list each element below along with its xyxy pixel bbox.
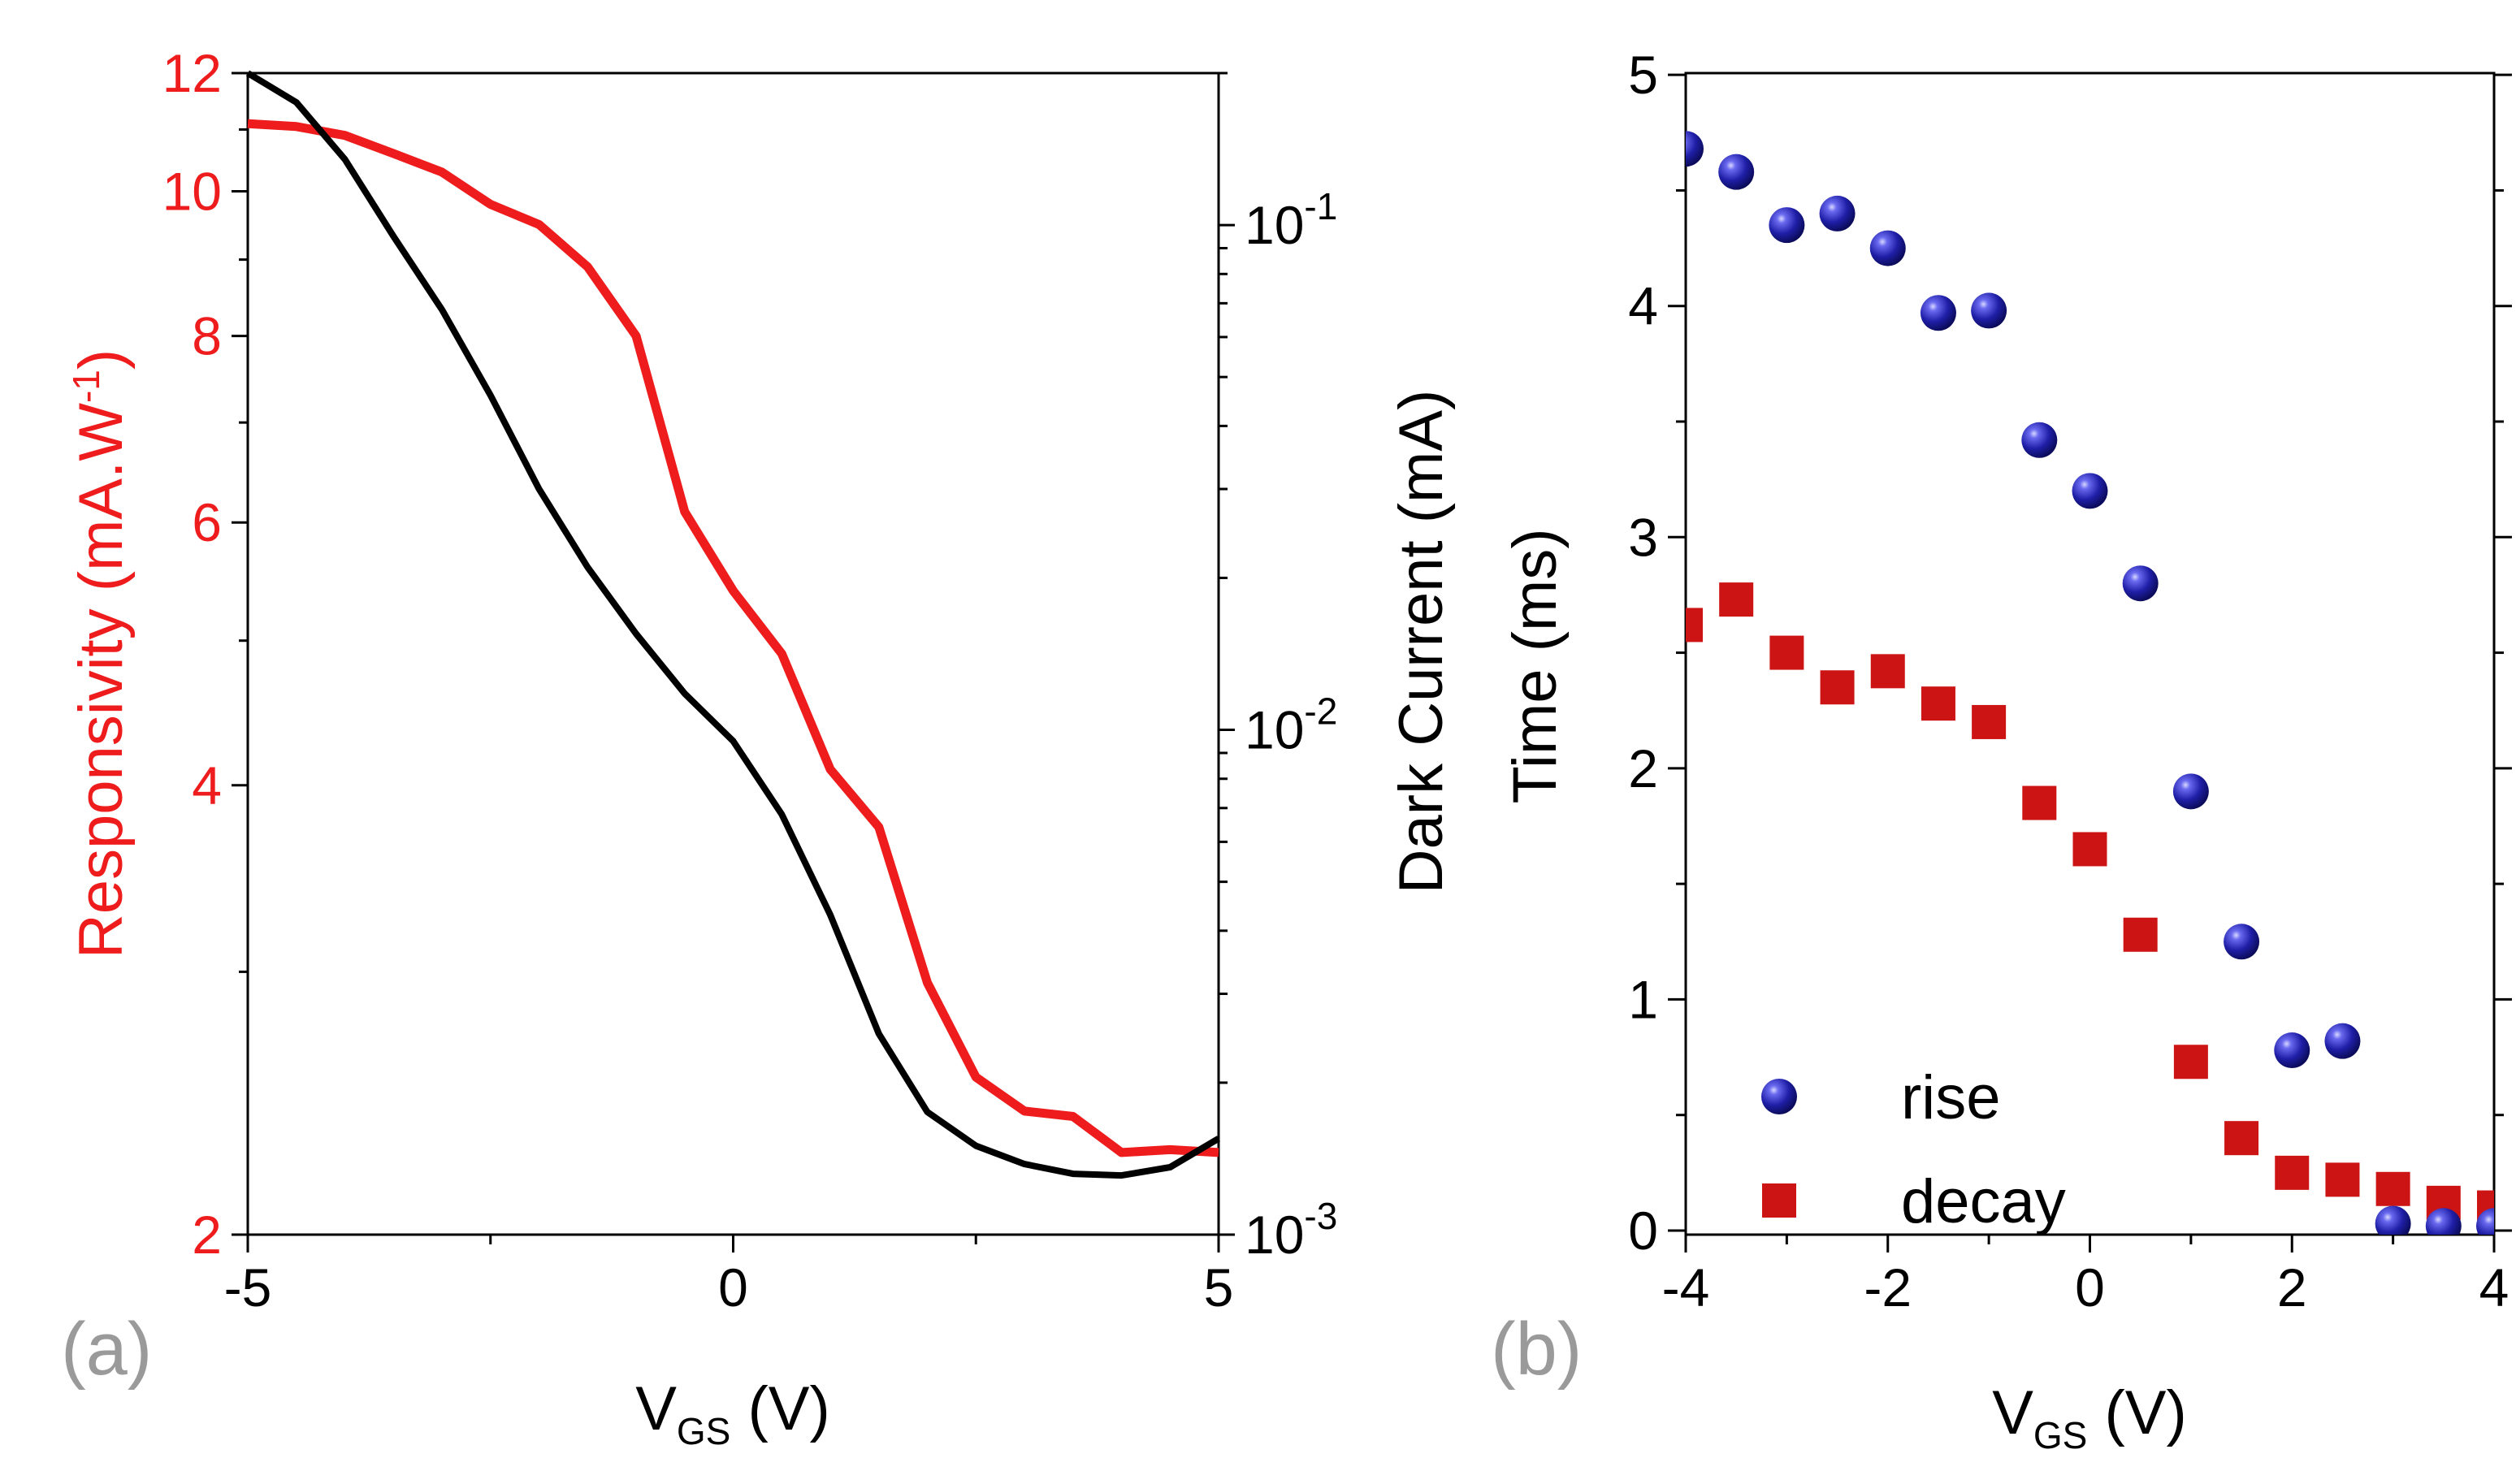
panel-a-x-axis-title: VGS (V) — [635, 1374, 830, 1452]
panel-b-y-axis-title: Time (ms) — [1501, 528, 1570, 803]
panel-b-label: (b) — [1491, 1308, 1582, 1391]
rise-point — [2072, 473, 2108, 509]
rise-point — [2375, 1205, 2411, 1235]
panel-a-x-tick-label: -5 — [224, 1257, 272, 1317]
rise-point — [2274, 1032, 2310, 1069]
rise-point — [1718, 154, 1755, 190]
panel-a-left-y-tick-label: 10 — [162, 162, 222, 222]
panel-b: -4 -2 0 2 4 0 1 2 3 4 5 rise decay VGS (V) Time (m… — [1491, 45, 2512, 1456]
panel-b-x-tick-label: 4 — [2479, 1257, 2510, 1317]
panel-b-y-tick-label: 0 — [1628, 1201, 1658, 1261]
panel-b-y-tick-label: 5 — [1628, 45, 1658, 105]
rise-point — [2324, 1023, 2361, 1059]
rise-point — [1920, 295, 1956, 331]
panel-b-x-tick-label: 2 — [2277, 1257, 2307, 1317]
panel-a-label: (a) — [61, 1308, 152, 1391]
legend-rise-label: rise — [1901, 1063, 2000, 1132]
panel-a-frame — [246, 71, 1220, 1236]
rise-point — [2122, 565, 2159, 602]
panel-a-x-tick-label: 5 — [1204, 1257, 1234, 1317]
rise-point — [2172, 773, 2209, 810]
decay-point — [1972, 704, 2007, 739]
panel-a-right-y-axis-title: Dark Current (mA) — [1387, 390, 1456, 894]
legend-rise-marker — [1761, 1079, 1797, 1114]
legend-rise-symbol — [1761, 1079, 1797, 1114]
decay-point — [1719, 582, 1754, 617]
rise-point — [1819, 195, 1856, 231]
panel-a-left-y-tick-label: 2 — [192, 1205, 222, 1265]
panel-a-right-y-tick-label: 10-2 — [1245, 690, 1337, 760]
panel-b-y-tick-label: 2 — [1628, 738, 1658, 798]
panel-b-y-tick-label: 3 — [1628, 507, 1658, 567]
decay-point — [1820, 670, 1855, 705]
panel-b-y-tick-label: 4 — [1628, 276, 1658, 336]
legend-decay-label: decay — [1901, 1167, 2066, 1236]
panel-a-left-y-axis-title: Responsivity (mA.W-1) — [65, 349, 136, 958]
decay-point — [2173, 1045, 2208, 1079]
panel-a-left-y-tick-label: 12 — [162, 43, 222, 103]
rise-point — [2021, 422, 2058, 458]
panel-a-tick-labels: -5 0 5 2 4 6 8 10 12 10-3 10-2 10-1 — [162, 43, 1338, 1317]
responsivity-line — [247, 119, 1219, 1157]
panel-a-left-y-tick-label: 4 — [192, 755, 222, 816]
panel-b-ticks — [1668, 73, 2512, 1253]
decay-point — [2224, 1121, 2259, 1156]
rise-point — [1686, 131, 1704, 167]
panel-a-right-y-tick-label: 10-1 — [1245, 185, 1337, 255]
rise-point — [2425, 1208, 2462, 1235]
decay-point — [2275, 1155, 2310, 1190]
decay-point — [1870, 654, 1905, 689]
rise-point — [2476, 1208, 2494, 1235]
legend-decay-symbol — [1762, 1183, 1796, 1218]
panel-b-y-tick-label: 1 — [1628, 969, 1658, 1029]
panel-b-series — [1686, 131, 2494, 1235]
rise-point — [2224, 924, 2260, 960]
decay-point — [1921, 686, 1955, 721]
decay-point — [2375, 1171, 2410, 1206]
rise-point — [1971, 292, 2007, 329]
panel-b-frame — [1684, 71, 2496, 1236]
panel-a-ticks — [232, 71, 1235, 1253]
panel-a-series — [245, 70, 1221, 1179]
panel-b-x-tick-label: -2 — [1864, 1257, 1912, 1317]
rise-point — [1869, 230, 1906, 266]
legend-decay-marker — [1762, 1183, 1796, 1218]
decay-point — [2072, 832, 2107, 867]
panel-a-left-y-tick-label: 6 — [192, 492, 222, 552]
decay-point — [2022, 785, 2057, 820]
decay-point — [2123, 917, 2158, 952]
dark-current-line — [245, 70, 1221, 1179]
panel-a: -5 0 5 2 4 6 8 10 12 10-3 10-2 10-1 VGS (V) Respons… — [61, 43, 1456, 1452]
panel-b-legend: rise decay — [1761, 1063, 2066, 1236]
decay-point — [2325, 1162, 2360, 1197]
decay-point — [1769, 635, 1804, 670]
panel-b-x-tick-label: 0 — [2075, 1257, 2105, 1317]
panel-b-x-axis-title: VGS (V) — [1992, 1378, 2187, 1456]
panel-a-x-tick-label: 0 — [718, 1257, 748, 1317]
panel-a-right-y-tick-label: 10-3 — [1245, 1195, 1337, 1265]
panel-b-tick-labels: -4 -2 0 2 4 0 1 2 3 4 5 — [1628, 45, 2509, 1317]
panel-b-x-tick-label: -4 — [1662, 1257, 1710, 1317]
panel-a-left-y-tick-label: 8 — [192, 306, 222, 366]
decay-point — [1686, 608, 1703, 642]
rise-point — [1769, 207, 1805, 244]
